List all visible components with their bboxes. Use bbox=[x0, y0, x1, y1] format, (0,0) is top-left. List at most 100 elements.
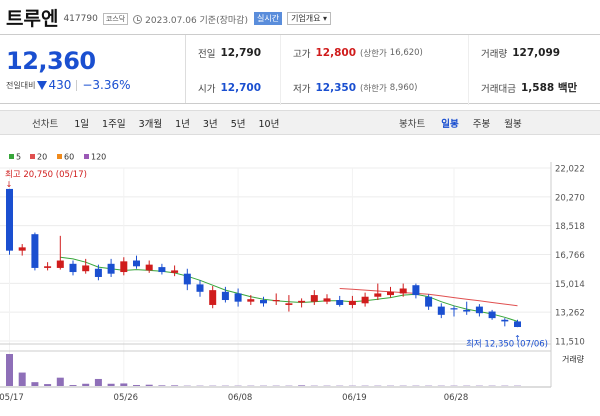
legend-swatch bbox=[9, 154, 14, 159]
tab-monthly[interactable]: 월봉 bbox=[504, 118, 522, 130]
candle-tabs: 봉차트 일봉 주봉 월봉 bbox=[399, 111, 536, 134]
volume-axis-label: 거래량 bbox=[562, 354, 585, 364]
candle-chart-label[interactable]: 봉차트 bbox=[399, 118, 426, 130]
realtime-button[interactable]: 실시간 bbox=[253, 12, 283, 25]
upper-limit-value: 16,620) bbox=[389, 47, 423, 58]
amount-label: 거래대금 bbox=[481, 83, 516, 95]
quote-panel: 12,360 전일대비 430 −3.36% 전일 12,790 고가 12,8… bbox=[0, 34, 600, 105]
candle-body bbox=[31, 234, 39, 268]
volume-bar bbox=[298, 385, 306, 386]
tab-weekly[interactable]: 주봉 bbox=[472, 118, 491, 130]
candle-body bbox=[133, 260, 140, 267]
candle-body bbox=[94, 268, 102, 277]
period-1y[interactable]: 1년 bbox=[175, 118, 190, 130]
change-label: 전일대비 bbox=[6, 80, 36, 90]
candle-body bbox=[285, 303, 293, 305]
candle-body bbox=[196, 284, 204, 292]
open-cell: 시가 12,700 bbox=[186, 70, 280, 105]
legend-label: 5 bbox=[16, 153, 21, 162]
candle-body bbox=[336, 300, 344, 305]
min-price-label: 최저 12,350 (07/06) bbox=[466, 339, 548, 350]
volume-bar bbox=[158, 385, 166, 386]
volume-bar bbox=[82, 383, 90, 386]
y-tick-label: 22,022 bbox=[555, 165, 585, 175]
volume-bar bbox=[56, 377, 64, 386]
prev-close-cell: 전일 12,790 bbox=[186, 35, 280, 70]
low-label: 저가 bbox=[293, 83, 311, 95]
down-arrow-icon bbox=[37, 80, 48, 90]
y-tick-label: 18,518 bbox=[555, 222, 585, 232]
candle-body bbox=[158, 267, 166, 273]
candlestick-chart[interactable]: 22,022 20,270 18,518 16,766 15,014 13,262 11,5… bbox=[0, 150, 600, 416]
candle-body bbox=[501, 319, 509, 322]
candle-body bbox=[463, 309, 471, 312]
as-of-date: 2023.07.06 기준(장마감) bbox=[133, 13, 248, 26]
period-3y[interactable]: 3년 bbox=[202, 118, 218, 130]
volume-label: 거래량 bbox=[481, 48, 508, 60]
period-1w[interactable]: 1주일 bbox=[102, 118, 126, 130]
period-5y[interactable]: 5년 bbox=[230, 118, 246, 130]
volume-bar bbox=[107, 383, 115, 386]
candle-body bbox=[82, 265, 90, 272]
candle-body bbox=[247, 299, 255, 302]
y-tick-label: 13,262 bbox=[555, 309, 585, 319]
candle-body bbox=[171, 270, 179, 273]
candle-body bbox=[425, 296, 433, 307]
candle-body bbox=[298, 300, 306, 303]
stock-header: 트루엔 417790 코스닥 2023.07.06 기준(장마감) 실시간 기업… bbox=[0, 0, 600, 34]
y-tick-label: 20,270 bbox=[555, 193, 585, 203]
candle-body bbox=[399, 288, 407, 294]
candle-body bbox=[120, 261, 128, 273]
price-change: 전일대비 430 −3.36% bbox=[6, 78, 185, 92]
amount-value: 1,588 백만 bbox=[520, 82, 578, 94]
candle-body bbox=[18, 247, 26, 251]
as-of-text: 2023.07.06 기준(장마감) bbox=[145, 15, 248, 26]
candle-body bbox=[412, 285, 420, 296]
high-cell: 고가 12,800 (상한가 16,620) bbox=[280, 35, 468, 70]
high-label: 고가 bbox=[293, 48, 311, 60]
candle-body bbox=[310, 295, 318, 302]
volume-bar bbox=[44, 384, 52, 386]
volume-bar bbox=[6, 354, 13, 386]
change-amount: 430 bbox=[48, 78, 72, 92]
legend-label: 60 bbox=[64, 153, 74, 162]
company-overview-button[interactable]: 기업개요 ▾ bbox=[287, 12, 332, 25]
low-value: 12,350 bbox=[315, 81, 357, 94]
change-percent: −3.36% bbox=[82, 78, 131, 92]
candle-body bbox=[387, 291, 394, 296]
period-3m[interactable]: 3개월 bbox=[138, 118, 163, 130]
chart-toolbar: 선차트 1일 1주일 3개월 1년 3년 5년 10년 봉차트 일봉 주봉 월봉 bbox=[0, 110, 600, 135]
line-chart-label[interactable]: 선차트 bbox=[32, 118, 59, 130]
x-tick-label: 06/08 bbox=[228, 393, 253, 403]
candle-body bbox=[437, 306, 445, 315]
volume-bar bbox=[133, 385, 140, 386]
tab-daily[interactable]: 일봉 bbox=[441, 118, 459, 130]
candle-body bbox=[260, 300, 267, 304]
candle-body bbox=[374, 293, 382, 297]
period-1d[interactable]: 1일 bbox=[74, 118, 90, 130]
x-tick-label: 05/17 bbox=[0, 393, 24, 403]
candle-body bbox=[145, 264, 153, 271]
candle-body bbox=[221, 291, 229, 301]
amount-cell: 거래대금 1,588 백만 bbox=[468, 70, 590, 105]
divider bbox=[76, 79, 78, 91]
candle-body bbox=[107, 263, 115, 274]
prev-close-label: 전일 bbox=[198, 48, 216, 60]
current-price-block: 12,360 전일대비 430 −3.36% bbox=[0, 35, 186, 103]
open-label: 시가 bbox=[198, 83, 216, 95]
lower-limit-label: (하한가 bbox=[360, 83, 387, 94]
min-arrow-icon: ↑ bbox=[514, 334, 521, 343]
max-price-label: 최고 20,750 (05/17) bbox=[5, 169, 87, 180]
candle-body bbox=[209, 290, 217, 305]
candle-body bbox=[488, 311, 496, 319]
x-tick-label: 06/28 bbox=[444, 393, 469, 403]
lower-limit-value: 8,960) bbox=[389, 82, 418, 93]
stock-name: 트루엔 bbox=[6, 7, 59, 30]
candle-body bbox=[183, 273, 191, 285]
period-10y[interactable]: 10년 bbox=[258, 118, 280, 130]
y-tick-label: 15,014 bbox=[555, 280, 585, 290]
candle-body bbox=[44, 266, 52, 268]
candle-body bbox=[272, 300, 280, 302]
prev-close-value: 12,790 bbox=[220, 46, 262, 59]
legend-label: 120 bbox=[91, 153, 106, 162]
